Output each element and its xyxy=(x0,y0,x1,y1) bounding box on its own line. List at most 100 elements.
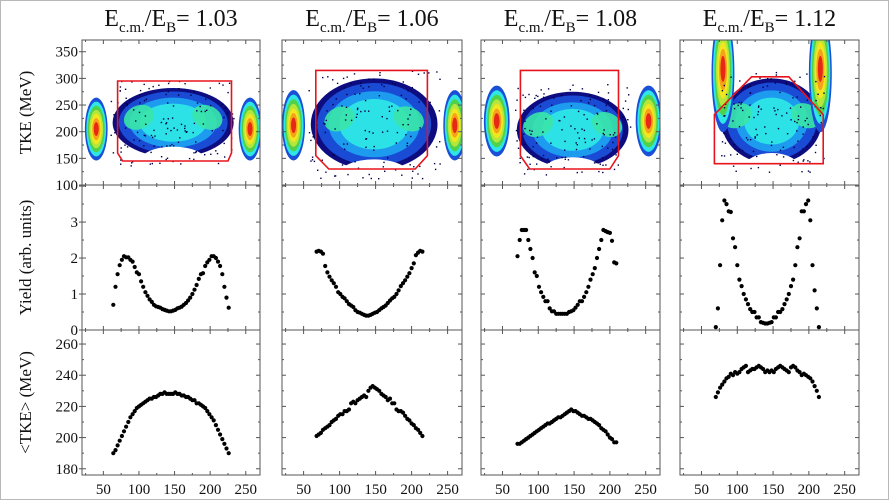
event-point xyxy=(394,169,397,171)
event-point xyxy=(550,142,552,144)
event-point xyxy=(150,134,153,137)
contour-wing xyxy=(123,104,154,130)
gate-polygon xyxy=(314,69,429,170)
panel-frame xyxy=(281,184,463,331)
data-point xyxy=(737,277,742,282)
data-point xyxy=(398,284,403,289)
gate-polygon xyxy=(713,76,825,165)
event-point xyxy=(119,86,122,88)
event-point xyxy=(439,78,441,80)
data-point xyxy=(730,236,736,241)
event-point xyxy=(524,143,526,145)
event-point xyxy=(551,104,553,106)
event-point xyxy=(622,107,624,110)
data-point xyxy=(614,440,619,445)
event-point xyxy=(222,84,224,86)
event-point xyxy=(802,126,804,128)
event-point xyxy=(135,120,137,122)
event-point xyxy=(782,146,785,148)
title-part-title_main: E xyxy=(305,6,320,32)
data-point xyxy=(338,291,343,297)
data-point xyxy=(203,405,208,411)
event-point xyxy=(774,110,776,112)
event-point xyxy=(372,78,375,81)
event-point xyxy=(775,113,777,116)
event-point xyxy=(593,104,596,107)
event-point xyxy=(806,73,808,75)
x-tick-label: 150 xyxy=(762,482,785,498)
y-tick-label: 200 xyxy=(56,125,79,141)
data-point xyxy=(814,306,819,311)
event-point xyxy=(524,120,526,122)
x-tick-label: 50 xyxy=(296,482,311,498)
event-point xyxy=(739,80,741,82)
event-point xyxy=(354,161,356,163)
data-point xyxy=(814,388,819,393)
panel-content xyxy=(314,384,425,439)
event-point xyxy=(583,137,586,140)
event-point xyxy=(548,161,550,163)
data-point xyxy=(803,202,809,207)
panel-tke-map-4 xyxy=(679,39,860,186)
data-point xyxy=(213,423,218,428)
event-point xyxy=(806,117,808,120)
data-point xyxy=(573,305,578,310)
event-point xyxy=(799,153,801,156)
panel-content xyxy=(111,254,231,314)
data-point xyxy=(715,390,721,395)
title-part-title_mid: /E xyxy=(743,6,764,32)
data-point xyxy=(773,315,779,320)
x-tick-label: 250 xyxy=(235,482,258,498)
event-point xyxy=(586,118,588,120)
event-point xyxy=(542,96,545,98)
title-part-title_sub2: B xyxy=(166,20,176,36)
data-point xyxy=(329,278,334,283)
data-point xyxy=(132,264,137,270)
event-point xyxy=(759,77,761,79)
event-point xyxy=(779,149,782,151)
event-point xyxy=(313,160,316,163)
event-point xyxy=(193,152,195,154)
event-point xyxy=(732,165,735,167)
event-point xyxy=(378,178,380,180)
title-part-title_sub1: c.m. xyxy=(119,20,145,36)
event-point xyxy=(612,134,615,136)
event-point xyxy=(205,98,207,100)
event-point xyxy=(528,156,530,159)
data-point xyxy=(743,363,749,368)
event-point xyxy=(153,129,155,132)
event-point xyxy=(166,127,169,130)
event-point xyxy=(602,171,604,174)
event-point xyxy=(771,141,773,143)
event-point xyxy=(364,129,366,132)
data-point xyxy=(722,198,727,203)
event-point xyxy=(154,135,156,137)
event-point xyxy=(531,130,533,132)
data-point xyxy=(761,366,766,372)
data-point xyxy=(318,430,323,435)
qf-lobe-layer xyxy=(645,113,652,129)
event-point xyxy=(820,121,822,124)
event-point xyxy=(110,100,113,103)
event-point xyxy=(143,99,146,102)
data-point xyxy=(196,276,201,281)
event-point xyxy=(136,131,139,134)
panel-content xyxy=(314,248,425,318)
data-point xyxy=(211,418,216,423)
title-part-title_sub2: B xyxy=(367,20,377,36)
y-tick-label: 3 xyxy=(71,215,79,231)
event-point xyxy=(564,149,566,151)
event-point xyxy=(622,116,624,118)
event-point xyxy=(167,102,169,104)
event-point xyxy=(325,119,327,122)
event-point xyxy=(567,159,570,161)
event-point xyxy=(747,139,749,141)
event-point xyxy=(515,129,518,132)
event-point xyxy=(814,151,817,154)
event-point xyxy=(528,93,530,96)
data-point xyxy=(226,451,231,456)
event-point xyxy=(350,119,353,122)
data-point xyxy=(733,245,738,250)
event-point xyxy=(576,171,578,174)
data-point xyxy=(786,291,791,297)
